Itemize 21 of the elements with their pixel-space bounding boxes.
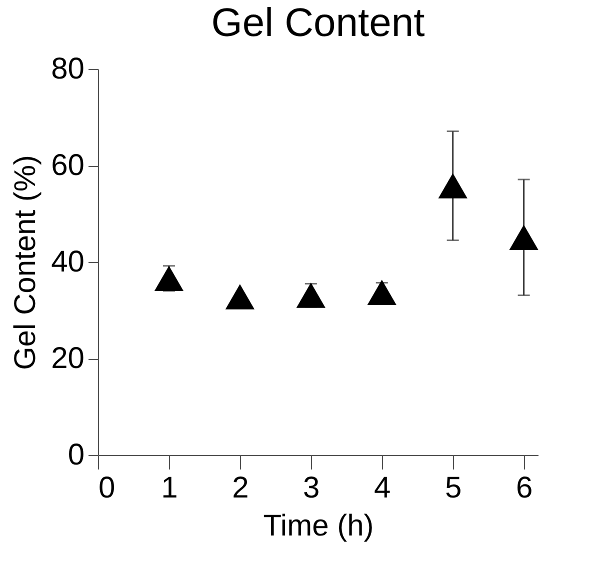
x-tick-label: 1 xyxy=(161,472,178,504)
y-tick-label: 0 xyxy=(68,438,84,472)
y-tick-label: 60 xyxy=(51,149,84,182)
x-axis-title: Time (h) xyxy=(263,510,374,542)
x-tick-label: 2 xyxy=(232,472,249,504)
y-tick-label: 20 xyxy=(51,342,84,375)
x-tick-label: 4 xyxy=(374,472,391,504)
y-tick-label: 80 xyxy=(51,52,84,86)
x-tick-label: 3 xyxy=(303,472,320,504)
x-tick-label: 6 xyxy=(516,472,533,504)
x-tick-label: 0 xyxy=(98,472,116,504)
point xyxy=(367,280,396,306)
point xyxy=(509,224,538,250)
x-tick-label: 5 xyxy=(444,472,462,504)
point xyxy=(154,266,184,292)
y-tick-label: 40 xyxy=(51,246,84,278)
chart-title: Gel Content xyxy=(211,1,425,45)
y-axis-title: Gel Content (%) xyxy=(9,154,42,370)
point xyxy=(225,284,255,310)
point xyxy=(296,282,326,308)
point xyxy=(438,173,468,198)
